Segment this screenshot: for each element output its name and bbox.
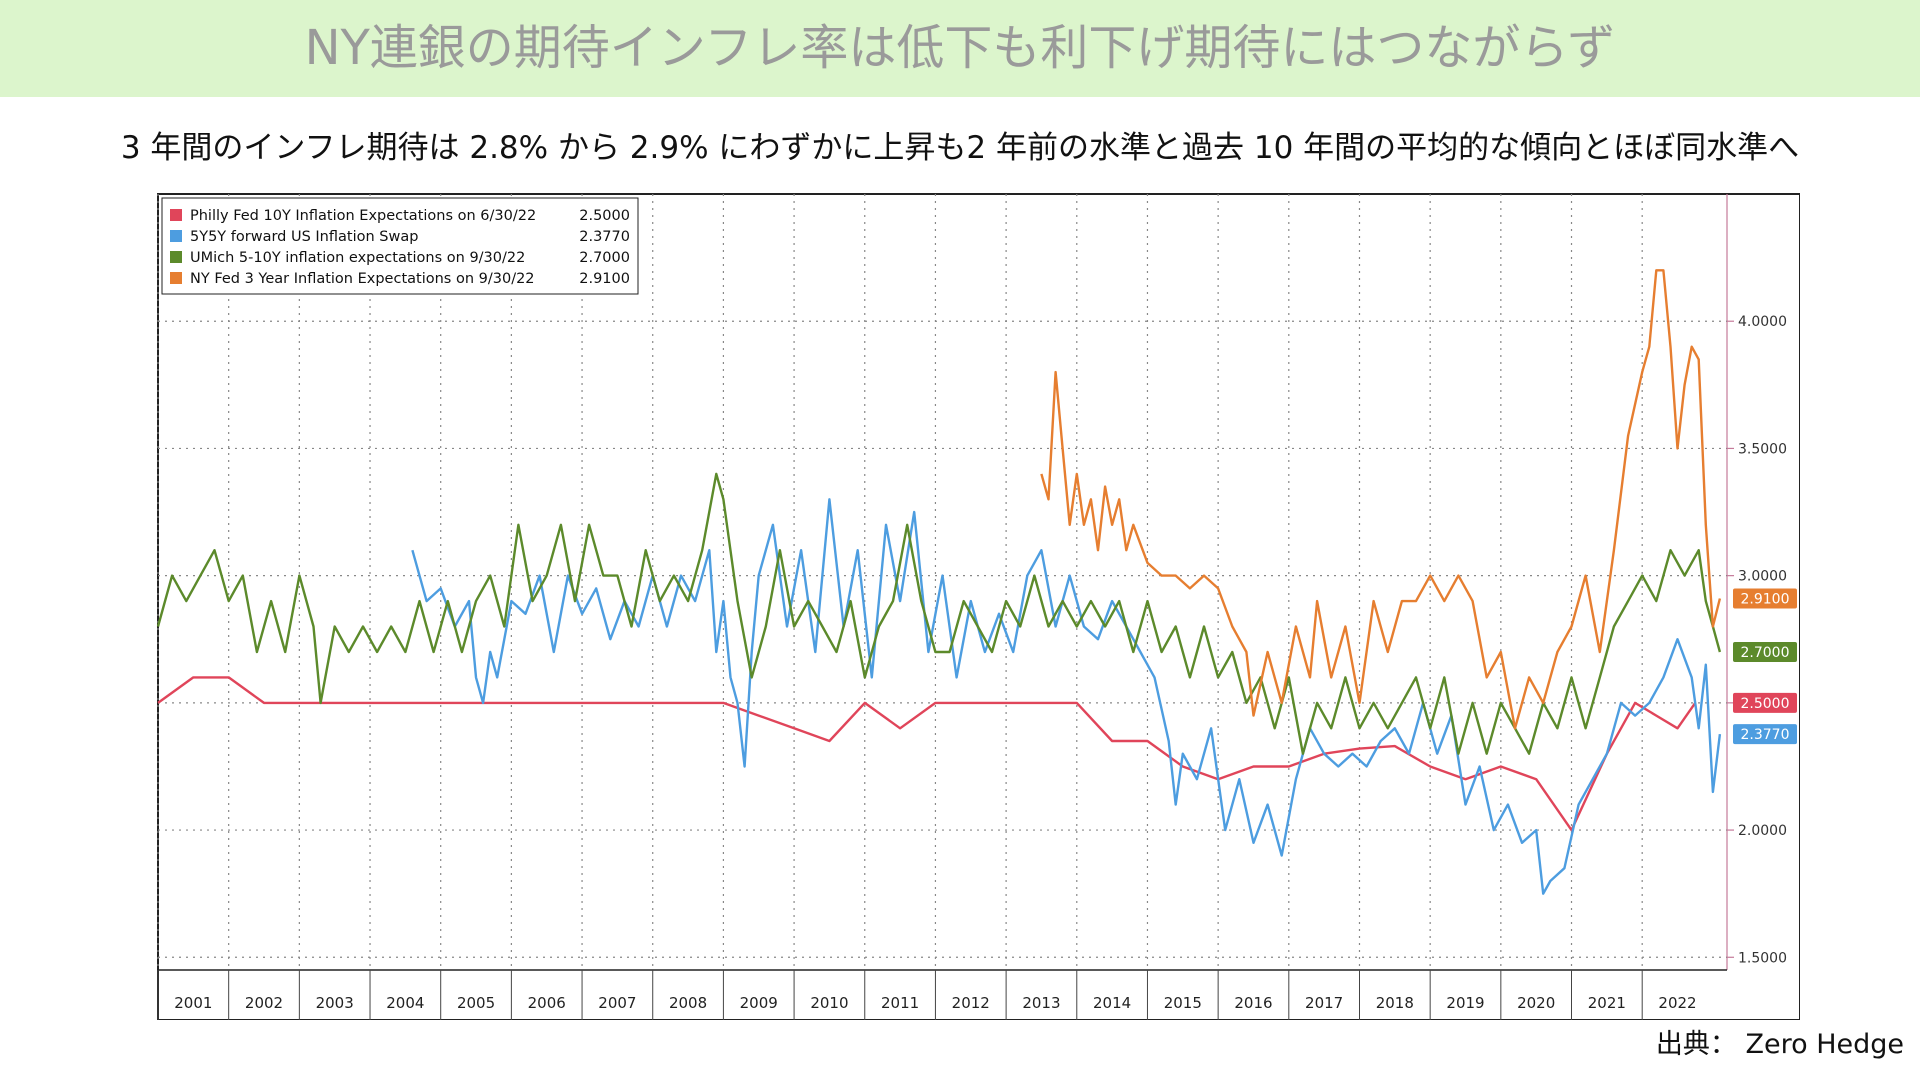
subtitle: 3 年間のインフレ期待は 2.8% から 2.9% にわずかに上昇も2 年前の水… (120, 130, 1800, 166)
x-tick-label: 2002 (245, 994, 283, 1012)
y-tick-label: 4.0000 (1738, 314, 1787, 330)
last-value-badge (1733, 588, 1797, 609)
x-tick-label: 2006 (528, 994, 566, 1012)
y-tick-label: 3.0000 (1738, 569, 1787, 585)
series-line-3 (1040, 269, 1722, 730)
legend-entry-value: 2.9100 (579, 271, 630, 287)
x-tick-label: 2016 (1234, 994, 1272, 1012)
x-tick-label: 2013 (1022, 994, 1060, 1012)
legend-entry-value: 2.7000 (579, 250, 630, 266)
legend-swatch (170, 272, 182, 284)
x-tick-label: 2008 (669, 994, 707, 1012)
last-value-label: 2.9100 (1741, 592, 1790, 608)
legend-swatch (170, 230, 182, 242)
x-tick-label: 2022 (1658, 994, 1696, 1012)
x-tick-label: 2018 (1376, 994, 1414, 1012)
last-value-label: 2.7000 (1741, 645, 1790, 661)
plot-frame (157, 193, 1800, 1020)
x-tick-label: 2017 (1305, 994, 1343, 1012)
y-tick-label: 1.5000 (1738, 950, 1787, 966)
banner-title: NY連銀の期待インフレ率は低下も利下げ期待にはつながらず (304, 20, 1616, 76)
x-tick-label: 2009 (740, 994, 778, 1012)
y-tick-label: 2.0000 (1738, 823, 1787, 839)
x-tick-label: 2014 (1093, 994, 1131, 1012)
legend-entry-value: 2.5000 (579, 208, 630, 224)
legend-entry-name: Philly Fed 10Y Inflation Expectations on… (190, 208, 536, 224)
x-tick-label: 2019 (1446, 994, 1484, 1012)
last-value-badge (1733, 692, 1797, 713)
last-value-label: 2.3770 (1741, 727, 1790, 743)
last-value-badge (1733, 724, 1797, 745)
last-value-badge (1733, 641, 1797, 662)
x-tick-label: 2005 (457, 994, 495, 1012)
x-tick-label: 2004 (386, 994, 424, 1012)
x-tick-label: 2010 (810, 994, 848, 1012)
y-tick-label: 3.5000 (1738, 441, 1787, 457)
legend-entry-name: UMich 5-10Y inflation expectations on 9/… (190, 250, 525, 266)
source-credit: 出典： Zero Hedge (1655, 1029, 1904, 1060)
legend-entry-name: NY Fed 3 Year Inflation Expectations on … (190, 271, 535, 287)
series-line-2 (156, 472, 1722, 755)
x-tick-label: 2020 (1517, 994, 1555, 1012)
legend-swatch (170, 251, 182, 263)
x-tick-label: 2015 (1164, 994, 1202, 1012)
title-banner (0, 0, 1920, 97)
x-tick-label: 2003 (316, 994, 354, 1012)
x-tick-label: 2012 (952, 994, 990, 1012)
line-chart: 1.5000 2.0000 2.5000 3.0000 3.5000 4.0000 2001… (156, 193, 1800, 1020)
legend-box (161, 197, 639, 295)
legend-entry-name: 5Y5Y forward US Inflation Swap (190, 229, 418, 245)
x-tick-label: 2011 (881, 994, 919, 1012)
last-value-label: 2.5000 (1741, 696, 1790, 712)
legend-swatch (170, 209, 182, 221)
legend-entry-value: 2.3770 (579, 229, 630, 245)
x-tick-label: 2007 (598, 994, 636, 1012)
x-tick-label: 2001 (174, 994, 212, 1012)
x-tick-label: 2021 (1588, 994, 1626, 1012)
